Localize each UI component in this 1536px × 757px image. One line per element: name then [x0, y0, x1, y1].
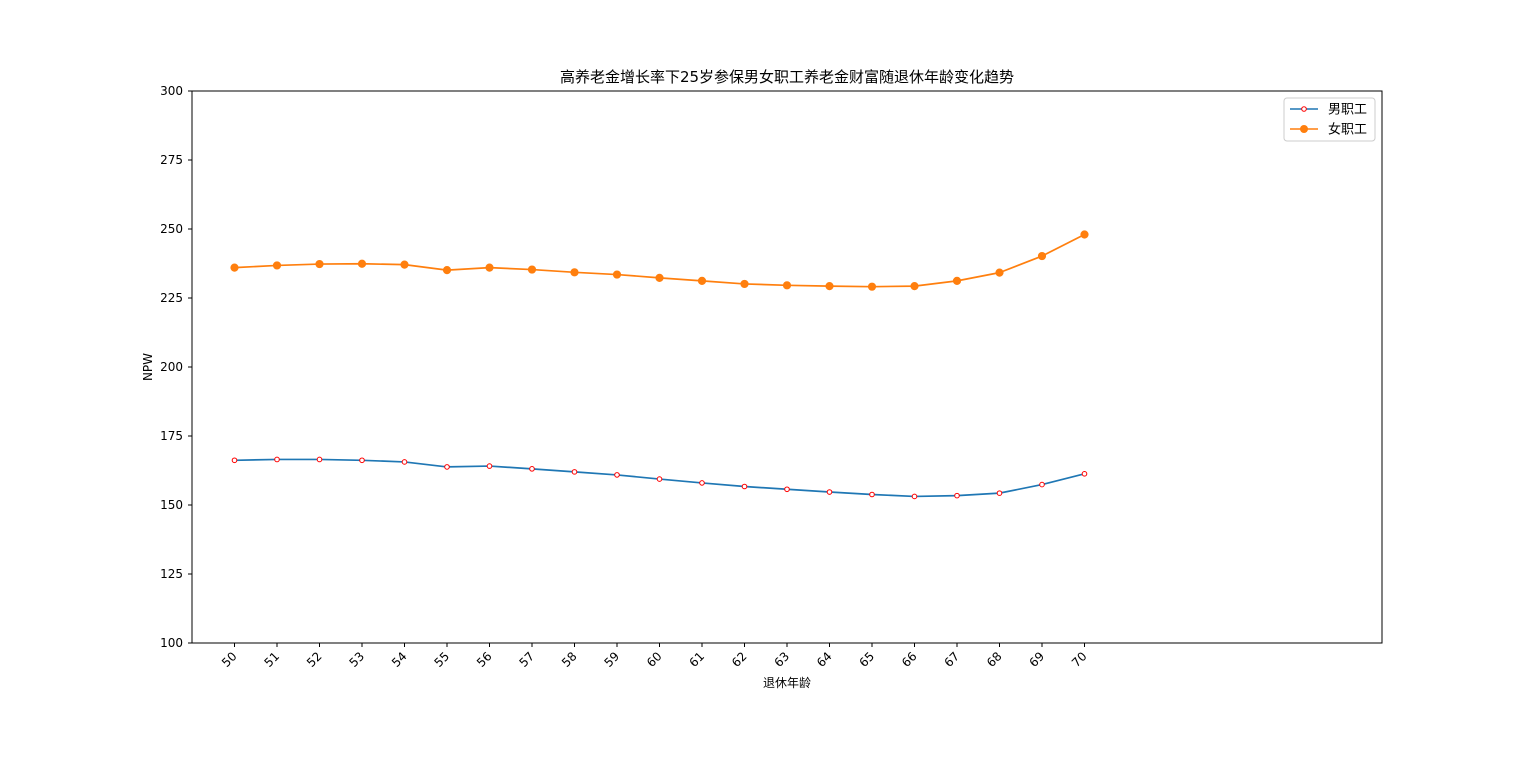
data-point [1080, 230, 1089, 239]
data-point [782, 281, 792, 290]
data-point [1039, 481, 1045, 488]
data-point [401, 459, 408, 465]
x-tick-label: 64 [814, 649, 835, 670]
y-tick-label: 300 [160, 84, 183, 98]
data-point [444, 464, 450, 470]
data-point [272, 261, 282, 270]
data-point [571, 469, 578, 475]
x-tick-label: 59 [601, 649, 622, 670]
data-point [315, 259, 324, 269]
x-tick-label: 53 [346, 649, 367, 670]
data-point [826, 489, 833, 495]
y-tick-label: 275 [160, 153, 183, 167]
data-point [570, 268, 579, 277]
legend-label-female: 女职工 [1328, 122, 1367, 138]
y-tick-label: 150 [160, 498, 183, 512]
y-tick-label: 250 [160, 222, 183, 236]
x-tick-label: 50 [219, 649, 240, 670]
y-tick-label: 125 [160, 567, 183, 581]
data-point [274, 456, 280, 463]
y-tick-label: 175 [160, 429, 183, 443]
data-point [952, 276, 962, 285]
chart-title: 高养老金增长率下25岁参保男女职工养老金财富随退休年龄变化趋势 [560, 68, 1014, 86]
x-tick-label: 57 [516, 649, 537, 670]
data-point [699, 480, 705, 486]
data-point [1081, 471, 1088, 477]
data-point [1037, 251, 1047, 261]
legend-label-male: 男职工 [1328, 103, 1367, 118]
data-point [529, 466, 535, 472]
data-point [995, 268, 1004, 277]
data-point [486, 463, 493, 469]
data-point [527, 265, 537, 274]
plot-area-frame [191, 90, 1383, 644]
data-point [614, 472, 620, 478]
data-point [910, 282, 919, 291]
data-point [655, 273, 664, 282]
x-tick-label: 61 [686, 649, 707, 670]
data-point [869, 491, 875, 498]
series-layer [230, 230, 1089, 500]
x-tick-label: 56 [474, 649, 495, 670]
legend-marker-female [1300, 125, 1308, 133]
x-tick-label: 52 [304, 649, 325, 670]
y-axis-label: NPW [141, 353, 155, 381]
data-point [741, 483, 748, 490]
data-point [485, 263, 494, 272]
x-tick-label: 67 [941, 649, 962, 670]
series-male [231, 456, 1088, 500]
data-point [316, 456, 323, 463]
x-tick-label: 58 [559, 649, 580, 670]
data-point [867, 282, 877, 291]
x-tick-label: 60 [644, 649, 665, 670]
data-point [612, 270, 622, 279]
data-point [697, 276, 707, 285]
x-axis: 50 51 52 53 54 55 56 57 58 59 60 61 62 63 64 65 66 67 68 69… [219, 643, 1090, 670]
data-point [442, 266, 452, 275]
x-tick-label: 63 [771, 649, 792, 670]
x-tick-label: 55 [431, 649, 452, 670]
x-tick-label: 66 [899, 649, 920, 670]
data-point [911, 493, 918, 500]
y-tick-label: 100 [160, 636, 183, 650]
data-point [231, 457, 238, 464]
data-point [357, 259, 367, 268]
series-female [230, 230, 1089, 291]
data-point [359, 457, 365, 464]
data-point [825, 282, 834, 291]
x-tick-label: 62 [729, 649, 750, 670]
y-tick-label: 225 [160, 291, 183, 305]
data-point [996, 490, 1003, 496]
x-tick-label: 65 [856, 649, 877, 670]
legend: 男职工 女职工 [1283, 97, 1376, 142]
data-point [740, 279, 749, 289]
x-tick-label: 68 [984, 649, 1005, 670]
y-tick-label: 200 [160, 360, 183, 374]
data-point [656, 476, 663, 482]
data-point [400, 260, 409, 269]
legend-marker-male [1301, 106, 1307, 112]
x-tick-label: 69 [1026, 649, 1047, 670]
data-point [230, 263, 239, 272]
x-tick-label: 51 [261, 649, 282, 670]
y-axis: 100 125 150 175 200 225 250 275 300 [160, 84, 192, 650]
data-point [954, 492, 960, 499]
x-tick-label: 54 [389, 649, 410, 670]
data-point [784, 486, 790, 493]
x-axis-label: 退休年龄 [763, 676, 811, 690]
x-tick-label: 70 [1069, 649, 1090, 670]
